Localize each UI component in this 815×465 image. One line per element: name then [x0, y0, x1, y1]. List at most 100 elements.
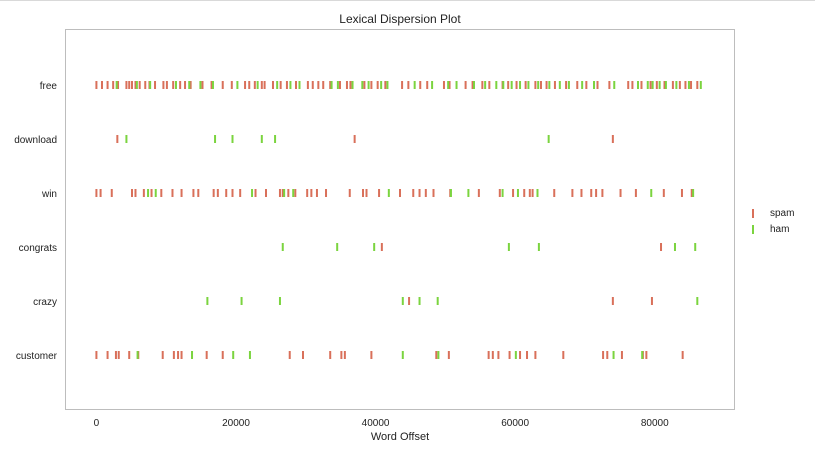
mark-spam-free: [100, 81, 103, 89]
mark-spam-free: [596, 81, 599, 89]
mark-spam-customer: [343, 351, 346, 359]
mark-spam-customer: [288, 351, 291, 359]
mark-spam-win: [477, 189, 480, 197]
mark-ham-crazy: [401, 297, 404, 305]
mark-spam-win: [531, 189, 534, 197]
mark-ham-free: [593, 81, 596, 89]
mark-spam-customer: [645, 351, 648, 359]
x-tick-label-20000: 20000: [222, 418, 250, 429]
mark-ham-free: [527, 81, 530, 89]
mark-spam-free: [545, 81, 548, 89]
mark-spam-win: [225, 189, 228, 197]
mark-ham-free: [675, 81, 678, 89]
mark-spam-free: [329, 81, 332, 89]
mark-ham-win: [467, 189, 470, 197]
mark-spam-win: [239, 189, 242, 197]
mark-ham-download: [231, 135, 234, 143]
mark-ham-free: [502, 81, 505, 89]
mark-spam-customer: [508, 351, 511, 359]
mark-spam-free: [95, 81, 98, 89]
mark-spam-win: [254, 189, 257, 197]
mark-spam-win: [180, 189, 183, 197]
mark-ham-free: [149, 81, 152, 89]
mark-ham-free: [495, 81, 498, 89]
mark-ham-win: [516, 189, 519, 197]
mark-spam-win: [160, 189, 163, 197]
mark-spam-free: [442, 81, 445, 89]
mark-ham-free: [188, 81, 191, 89]
y-tick-label-customer: customer: [16, 351, 58, 362]
mark-ham-free: [236, 81, 239, 89]
legend-item-ham: ham: [748, 221, 794, 237]
mark-spam-free: [534, 81, 537, 89]
mark-ham-free: [289, 81, 292, 89]
mark-spam-free: [260, 81, 263, 89]
mark-ham-free: [413, 81, 416, 89]
mark-ham-customer: [437, 351, 440, 359]
mark-ham-free: [199, 81, 202, 89]
mark-spam-customer: [606, 351, 609, 359]
mark-ham-congrats: [507, 243, 510, 251]
mark-spam-win: [216, 189, 219, 197]
mark-spam-free: [515, 81, 518, 89]
mark-spam-free: [631, 81, 634, 89]
series-spam: [95, 81, 699, 359]
mark-spam-free: [131, 81, 133, 89]
mark-spam-customer: [329, 351, 332, 359]
mark-ham-congrats: [373, 243, 376, 251]
mark-ham-free: [537, 81, 540, 89]
mark-spam-free: [640, 81, 643, 89]
mark-spam-win: [590, 189, 593, 197]
mark-spam-customer: [117, 351, 120, 359]
mark-spam-customer: [172, 351, 175, 359]
mark-spam-free: [649, 81, 652, 89]
mark-ham-free: [472, 81, 475, 89]
x-tick-label-60000: 60000: [501, 418, 529, 429]
mark-spam-free: [419, 81, 422, 89]
mark-spam-free: [230, 81, 233, 89]
mark-spam-free: [271, 81, 274, 89]
mark-spam-free: [279, 81, 282, 89]
mark-spam-win: [432, 189, 435, 197]
mark-ham-win: [536, 189, 539, 197]
mark-ham-download: [125, 135, 128, 143]
mark-spam-free: [189, 81, 192, 89]
mark-ham-customer: [232, 351, 235, 359]
mark-spam-free: [585, 81, 588, 89]
mark-spam-customer: [487, 351, 490, 359]
legend-swatch-spam: [752, 208, 754, 218]
legend: spam ham: [748, 205, 794, 237]
mark-ham-free: [361, 81, 364, 89]
mark-ham-free: [558, 81, 561, 89]
mark-spam-customer: [161, 351, 164, 359]
mark-spam-win: [110, 189, 113, 197]
mark-spam-crazy: [650, 297, 653, 305]
mark-spam-win: [690, 189, 693, 197]
mark-ham-crazy: [206, 297, 209, 305]
mark-ham-crazy: [436, 297, 439, 305]
mark-spam-customer: [519, 351, 522, 359]
legend-item-spam: spam: [748, 205, 794, 221]
mark-spam-free: [311, 81, 314, 89]
mark-spam-win: [619, 189, 622, 197]
mark-ham-free: [336, 81, 339, 89]
mark-ham-congrats: [694, 243, 697, 251]
mark-ham-free: [519, 81, 522, 89]
mark-ham-free: [115, 81, 118, 89]
mark-spam-customer: [526, 351, 529, 359]
mark-spam-customer: [95, 351, 98, 359]
chart-title: Lexical Dispersion Plot: [339, 12, 461, 26]
mark-spam-win: [278, 189, 281, 197]
mark-spam-free: [376, 81, 379, 89]
mark-spam-win: [580, 189, 583, 197]
mark-spam-free: [553, 81, 556, 89]
mark-spam-free: [576, 81, 579, 89]
y-tick-label-free: free: [40, 81, 58, 92]
mark-ham-customer: [641, 351, 644, 359]
mark-spam-win: [212, 189, 215, 197]
x-tick-label-40000: 40000: [362, 418, 390, 429]
mark-spam-free: [539, 81, 542, 89]
mark-spam-win: [595, 189, 598, 197]
mark-spam-free: [684, 81, 687, 89]
mark-spam-customer: [180, 351, 183, 359]
